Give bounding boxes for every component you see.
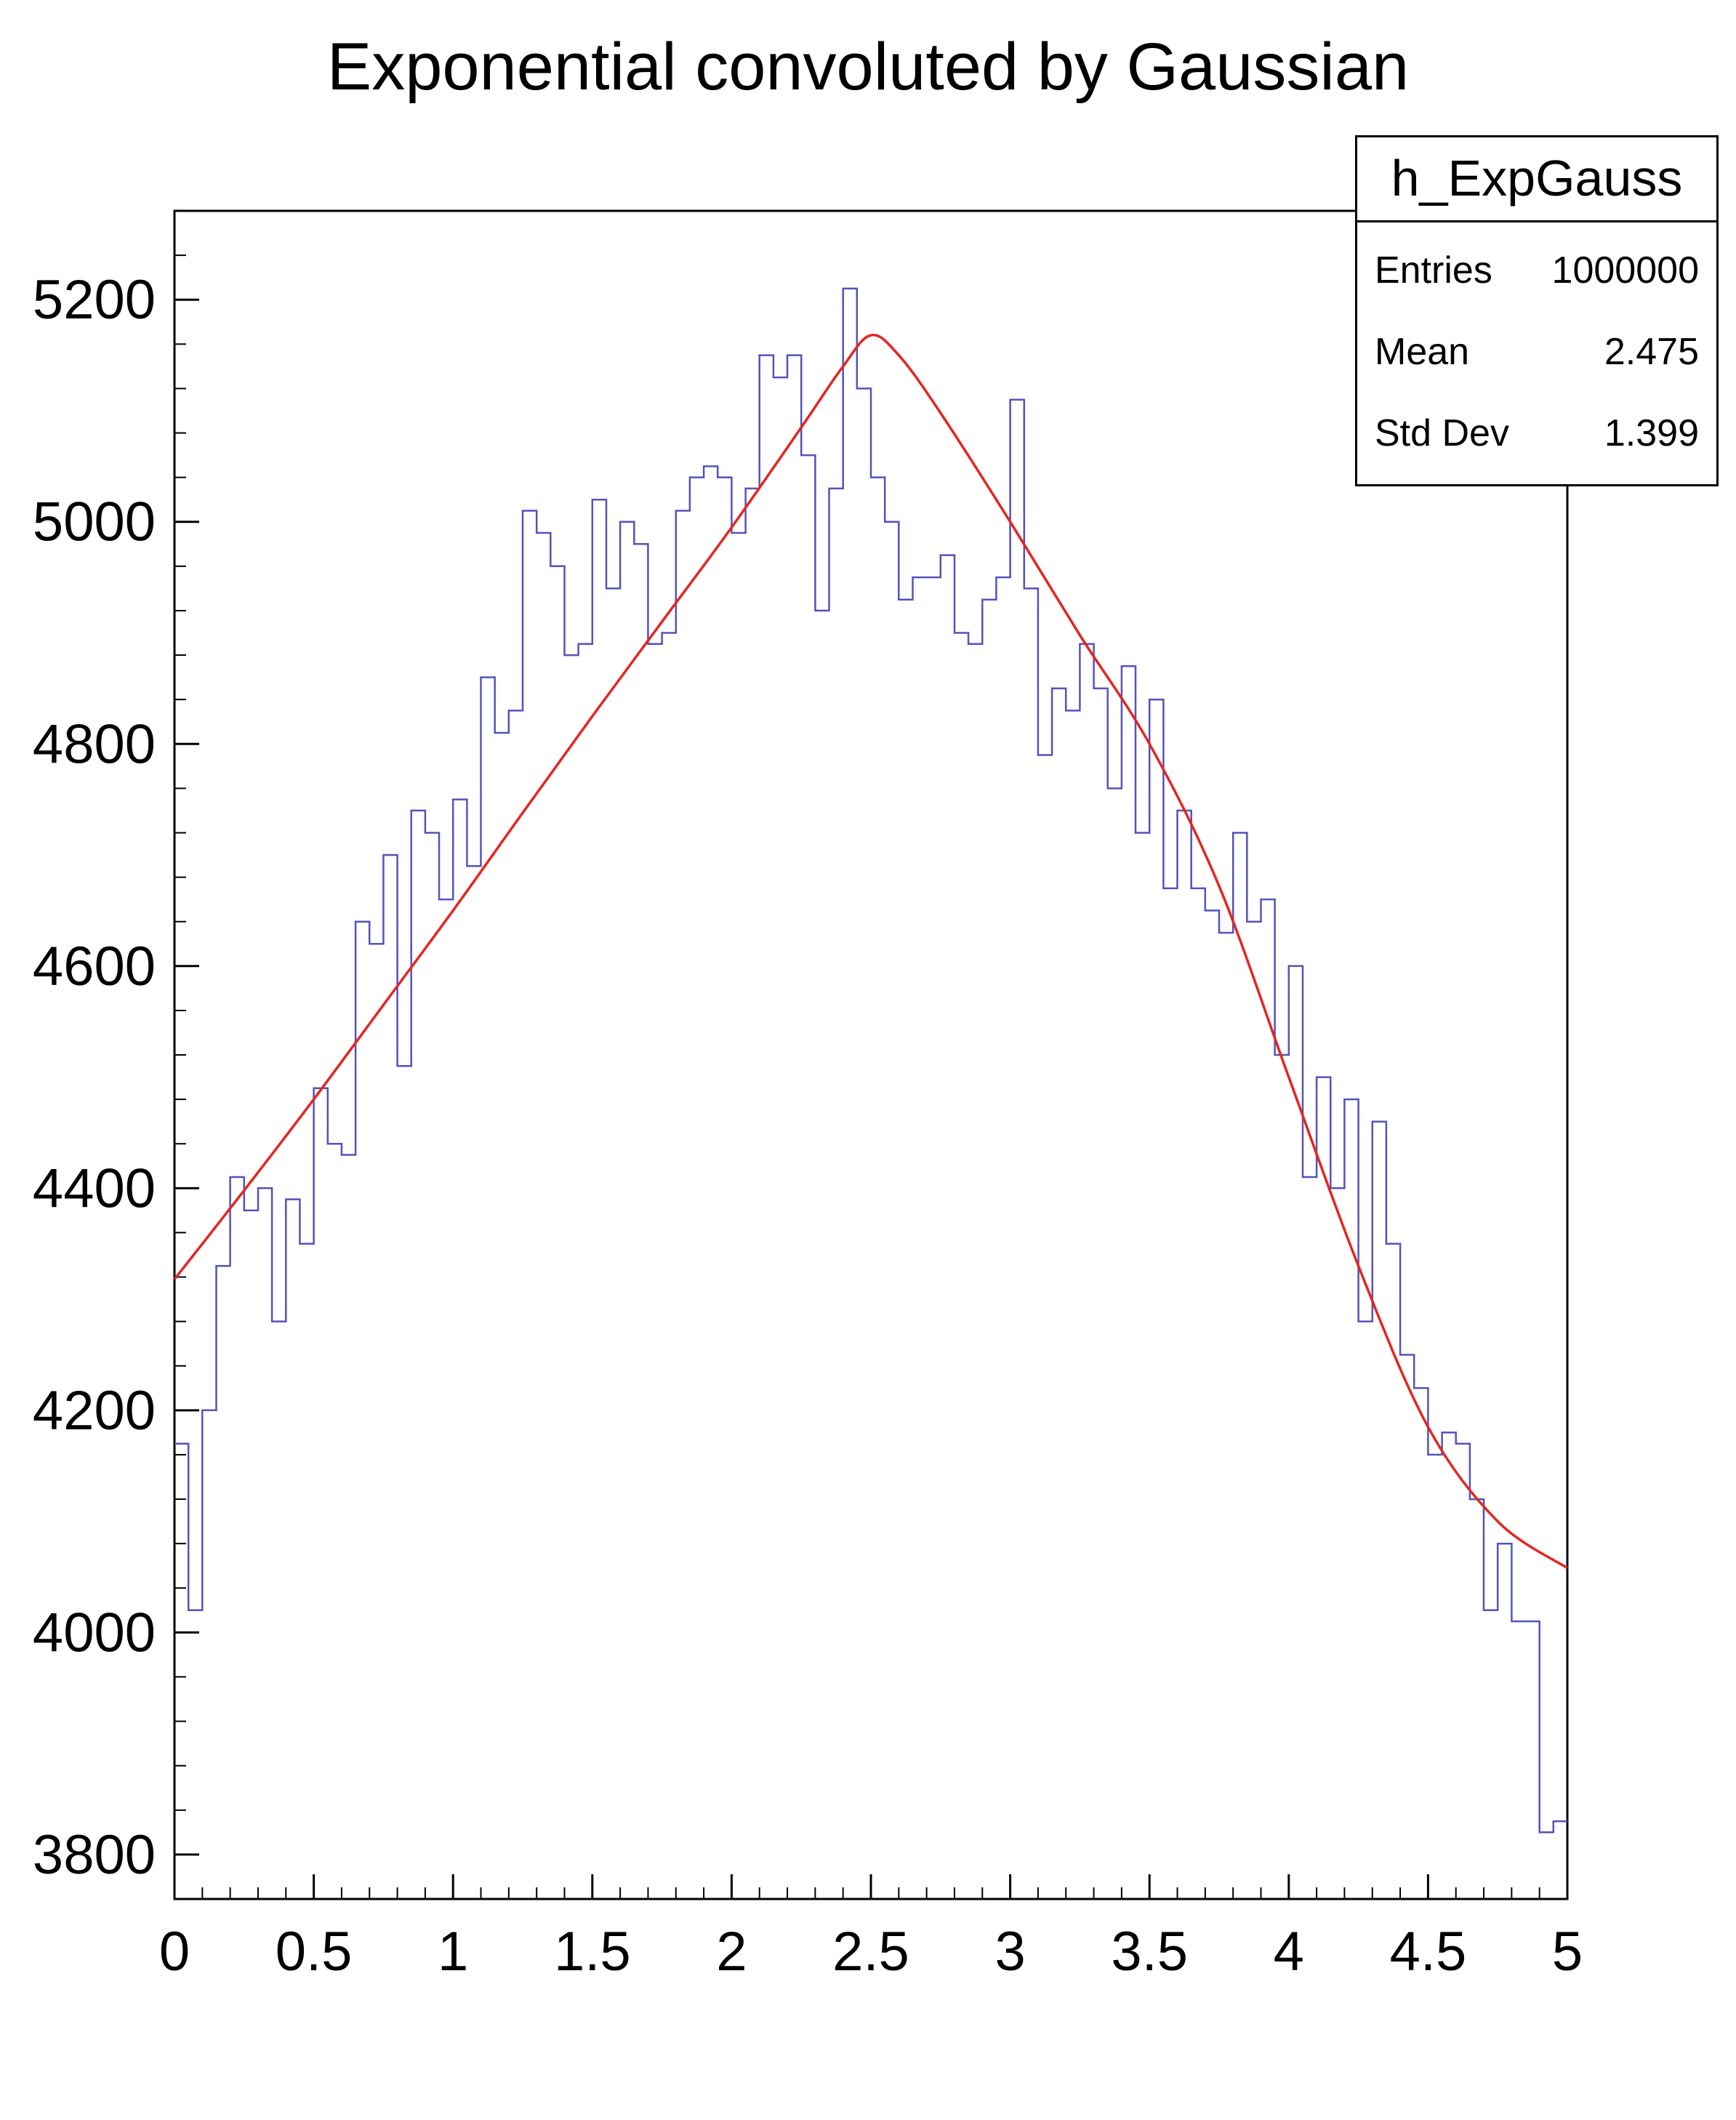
y-tick-label: 4000	[33, 1602, 156, 1663]
x-tick-label: 1	[438, 1921, 468, 1983]
stats-row-value: 1.399	[1604, 412, 1699, 454]
x-tick-label: 5	[1552, 1921, 1583, 1983]
fit-curve	[173, 334, 1568, 1570]
y-tick-label: 4200	[33, 1380, 156, 1442]
stats-row-label: Entries	[1375, 249, 1492, 292]
x-tick-label: 4	[1274, 1921, 1304, 1983]
x-tick-label: 4.5	[1390, 1921, 1467, 1983]
y-tick-label: 3800	[33, 1824, 156, 1886]
x-tick-label: 3	[994, 1921, 1025, 1983]
y-tick-label: 5200	[33, 269, 156, 331]
histogram-series	[174, 287, 1567, 1834]
stats-row-value: 1000000	[1551, 249, 1699, 292]
x-tick-label: 0.5	[276, 1921, 353, 1983]
stats-row-label: Std Dev	[1375, 412, 1509, 454]
stats-row-entries: Entries 1000000	[1357, 230, 1716, 311]
x-tick-label: 0	[159, 1921, 190, 1983]
stats-box-title: h_ExpGauss	[1357, 137, 1716, 222]
x-tick-label: 1.5	[554, 1921, 631, 1983]
x-tick-label: 2.5	[832, 1921, 909, 1983]
y-tick-label: 4600	[33, 936, 156, 997]
x-tick-label: 3.5	[1111, 1921, 1188, 1983]
stats-row-mean: Mean 2.475	[1357, 311, 1716, 393]
chart-title: Exponential convoluted by Gaussian	[326, 30, 1410, 104]
x-tick-label: 2	[716, 1921, 747, 1983]
y-tick-label: 5000	[33, 491, 156, 553]
stats-row-value: 2.475	[1604, 331, 1699, 373]
stats-row-stddev: Std Dev 1.399	[1357, 393, 1716, 474]
stats-box-rows: Entries 1000000 Mean 2.475 Std Dev 1.399	[1357, 222, 1716, 484]
stats-box: h_ExpGauss Entries 1000000 Mean 2.475 St…	[1355, 135, 1719, 486]
y-tick-label: 4800	[33, 713, 156, 775]
stats-row-label: Mean	[1375, 331, 1470, 373]
y-tick-label: 4400	[33, 1157, 156, 1219]
